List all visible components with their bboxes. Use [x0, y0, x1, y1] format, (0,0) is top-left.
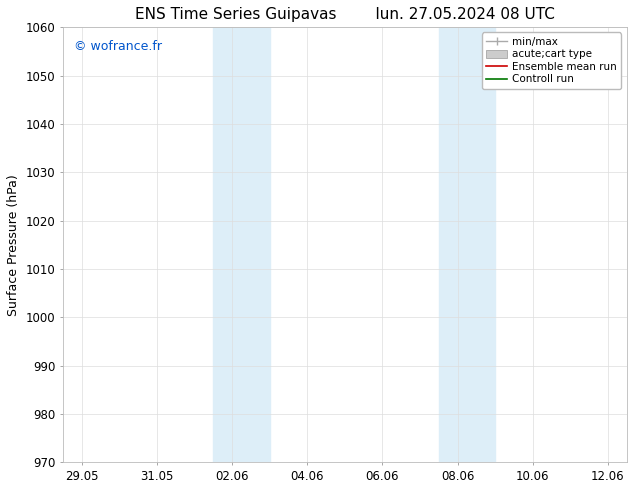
Y-axis label: Surface Pressure (hPa): Surface Pressure (hPa): [7, 174, 20, 316]
Bar: [476, 27, 495, 463]
Legend: min/max, acute;cart type, Ensemble mean run, Controll run: min/max, acute;cart type, Ensemble mean …: [482, 32, 621, 89]
Bar: [251, 27, 269, 463]
Bar: [439, 27, 476, 463]
Title: ENS Time Series Guipavas        lun. 27.05.2024 08 UTC: ENS Time Series Guipavas lun. 27.05.2024…: [135, 7, 555, 22]
Bar: [213, 27, 251, 463]
Text: © wofrance.fr: © wofrance.fr: [74, 40, 162, 53]
